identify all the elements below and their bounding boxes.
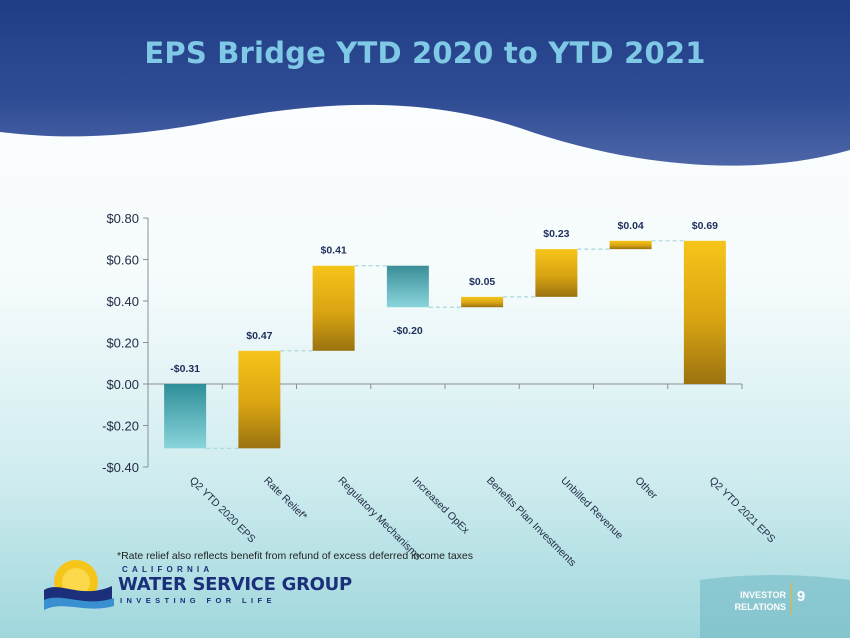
data-label: $0.41 [320,245,346,257]
data-label: -$0.31 [170,363,200,375]
y-tick-label: -$0.40 [102,460,139,475]
y-tick-label: -$0.20 [102,419,139,434]
bar [683,240,726,384]
footer-band [700,575,850,638]
y-tick-label: $0.40 [106,294,139,309]
slide-title: EPS Bridge YTD 2020 to YTD 2021 [144,36,706,70]
bar [312,265,355,351]
data-label: $0.04 [617,220,643,232]
data-label: $0.69 [692,220,718,232]
company-logo-mark [44,560,114,610]
y-tick-label: $0.80 [106,211,139,226]
data-label: $0.05 [469,276,495,288]
footer-divider [790,583,791,615]
y-tick-label: $0.60 [106,253,139,268]
bar [535,249,578,297]
data-label: $0.23 [543,228,569,240]
bar [609,240,652,250]
y-tick-label: $0.20 [106,336,139,351]
wave-icon [44,586,114,610]
data-label: $0.47 [246,330,272,342]
header-wave [0,0,850,166]
investor-relations-label: INVESTOR RELATIONS [734,590,786,612]
y-tick-label: $0.00 [106,377,139,392]
data-label: -$0.20 [393,325,423,337]
logo-company-name: WATER SERVICE GROUP [118,574,352,595]
bar [164,384,207,449]
logo-top-text: CALIFORNIA [122,565,214,574]
page-number: 9 [796,588,806,605]
bar [461,296,504,308]
logo-tagline: INVESTING FOR LIFE [120,596,276,605]
bar [238,350,281,449]
bar [386,265,429,308]
footnote: *Rate relief also reflects benefit from … [117,550,474,562]
